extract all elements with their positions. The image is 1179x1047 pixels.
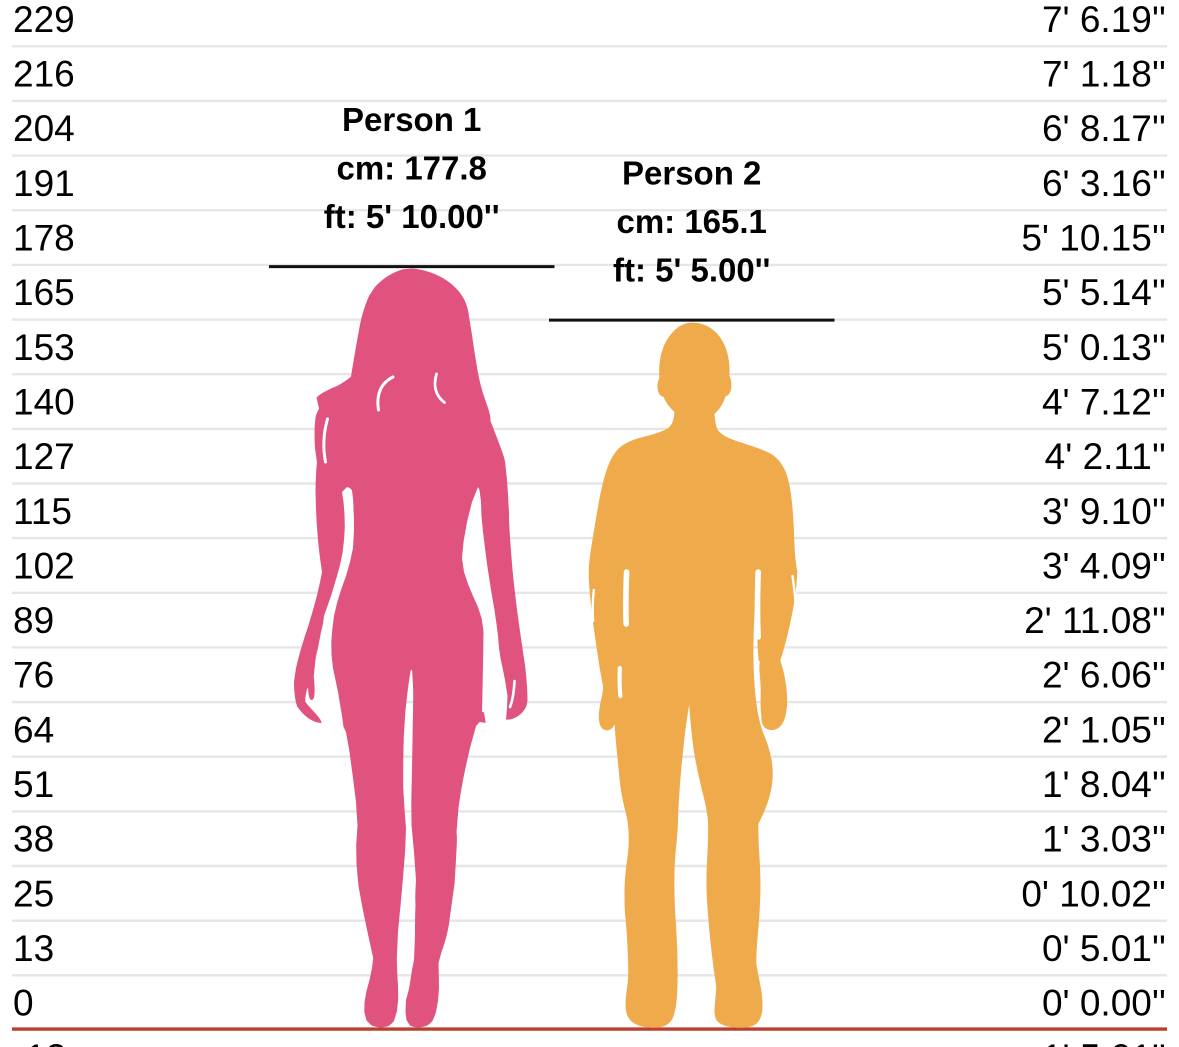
svg-text:Person 1: Person 1 <box>342 101 481 138</box>
svg-text:2' 1.05'': 2' 1.05'' <box>1042 709 1166 750</box>
svg-text:13: 13 <box>13 928 54 969</box>
svg-text:0' 10.02'': 0' 10.02'' <box>1021 873 1166 914</box>
svg-text:5' 5.14'': 5' 5.14'' <box>1042 272 1166 313</box>
svg-text:-1' 5.01'': -1' 5.01'' <box>1030 1037 1166 1047</box>
svg-text:ft: 5' 5.00'': ft: 5' 5.00'' <box>613 251 770 288</box>
svg-text:7' 6.19'': 7' 6.19'' <box>1042 0 1166 40</box>
svg-text:204: 204 <box>13 108 75 149</box>
svg-text:4' 2.11'': 4' 2.11'' <box>1045 436 1166 477</box>
svg-text:5' 10.15'': 5' 10.15'' <box>1021 218 1166 259</box>
svg-text:1' 3.03'': 1' 3.03'' <box>1042 819 1166 860</box>
svg-text:89: 89 <box>13 600 54 641</box>
svg-text:2' 6.06'': 2' 6.06'' <box>1042 655 1166 696</box>
svg-text:127: 127 <box>13 436 75 477</box>
svg-text:102: 102 <box>13 545 75 586</box>
svg-text:0: 0 <box>13 983 34 1024</box>
svg-text:51: 51 <box>13 764 54 805</box>
svg-text:229: 229 <box>13 0 75 40</box>
svg-text:1' 8.04'': 1' 8.04'' <box>1042 764 1166 805</box>
svg-text:6' 8.17'': 6' 8.17'' <box>1042 108 1166 149</box>
svg-text:3' 4.09'': 3' 4.09'' <box>1042 545 1166 586</box>
svg-text:153: 153 <box>13 327 75 368</box>
svg-text:216: 216 <box>13 54 75 95</box>
svg-text:178: 178 <box>13 218 75 259</box>
svg-text:25: 25 <box>13 873 54 914</box>
svg-text:cm: 177.8: cm: 177.8 <box>336 149 486 186</box>
svg-text:0' 5.01'': 0' 5.01'' <box>1042 928 1166 969</box>
svg-text:7' 1.18'': 7' 1.18'' <box>1042 54 1166 95</box>
svg-text:191: 191 <box>13 163 75 204</box>
svg-text:64: 64 <box>13 709 54 750</box>
svg-text:-13: -13 <box>13 1037 66 1047</box>
svg-text:76: 76 <box>13 655 54 696</box>
svg-text:0' 0.00'': 0' 0.00'' <box>1042 983 1166 1024</box>
svg-text:6' 3.16'': 6' 3.16'' <box>1042 163 1166 204</box>
svg-text:cm: 165.1: cm: 165.1 <box>616 203 766 240</box>
svg-text:165: 165 <box>13 272 75 313</box>
svg-text:Person 2: Person 2 <box>622 154 761 191</box>
svg-text:2' 11.08'': 2' 11.08'' <box>1024 600 1166 641</box>
svg-text:140: 140 <box>13 382 75 423</box>
svg-text:ft: 5' 10.00'': ft: 5' 10.00'' <box>324 198 500 235</box>
svg-text:5' 0.13'': 5' 0.13'' <box>1042 327 1166 368</box>
svg-text:115: 115 <box>13 491 72 532</box>
svg-text:38: 38 <box>13 819 54 860</box>
svg-text:3' 9.10'': 3' 9.10'' <box>1042 491 1166 532</box>
svg-text:4' 7.12'': 4' 7.12'' <box>1042 382 1166 423</box>
